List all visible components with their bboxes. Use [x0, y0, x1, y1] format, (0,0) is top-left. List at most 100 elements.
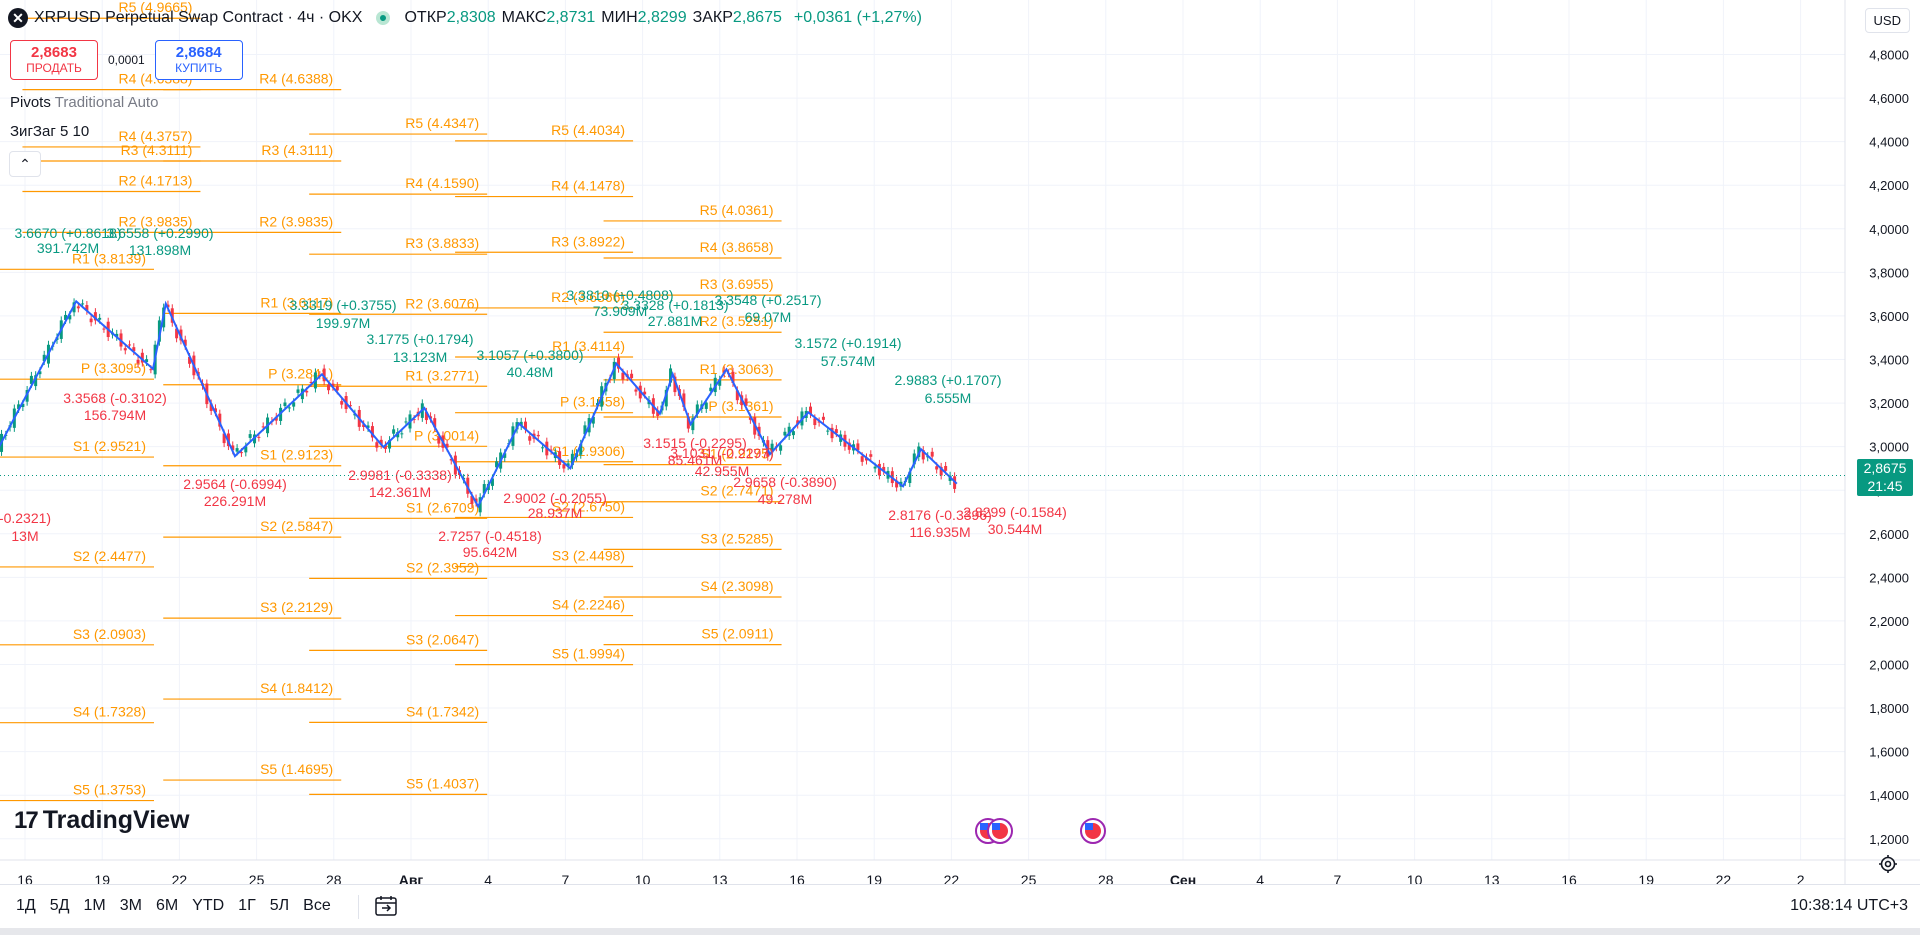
range-button[interactable]: 5Л [269, 897, 290, 914]
candle-body [257, 436, 261, 438]
pivot-level-label: R2 (3.6366) [551, 289, 625, 305]
pivot-level-label: R5 (4.0361) [700, 202, 774, 218]
candle-body [261, 426, 265, 428]
pivot-name: R1 [260, 294, 278, 310]
candle-body [102, 328, 106, 330]
candle-body [335, 386, 339, 391]
candle-body [136, 359, 140, 364]
range-button[interactable]: 3М [119, 897, 142, 914]
pivot-name: R5 [551, 122, 569, 138]
indicator-pivots[interactable]: Pivots Traditional Auto [10, 94, 158, 111]
pivot-level-label: S5 (1.4037) [406, 775, 479, 791]
pivot-value: (4.6388) [277, 71, 333, 87]
pivot-name: R1 [72, 250, 90, 266]
pivot-value: (4.3111) [138, 142, 192, 158]
candle-body [331, 383, 335, 387]
time-tick-label: 2 [1797, 872, 1805, 888]
bar-countdown: 21:45 [1867, 478, 1903, 494]
zigzag-price-change: 2.9564 (-0.6994) [183, 476, 287, 492]
buy-button[interactable]: 2,8684 КУПИТЬ [154, 40, 243, 80]
range-button[interactable]: 5Д [49, 897, 70, 914]
zigzag-volume: 142.361M [369, 484, 431, 500]
pivot-name: S4 [260, 680, 277, 696]
candle-body [132, 347, 136, 352]
pivot-value: (3.3095) [90, 360, 146, 376]
pivot-name: R4 [118, 71, 136, 87]
candle-body [549, 449, 553, 451]
candle-body [704, 402, 708, 409]
pivot-name: R1 [700, 361, 718, 377]
pivot-level-label: R5 (4.9665) [118, 0, 192, 15]
indicator-zigzag[interactable]: ЗигЗаг 5 10 [10, 123, 89, 140]
clock-timezone[interactable]: 10:38:14 UTC+3 [1790, 897, 1908, 914]
candle-body [478, 497, 482, 513]
buy-price: 2,8684 [175, 44, 222, 61]
range-button[interactable]: YTD [192, 897, 225, 914]
tradingview-logo[interactable]: 17 TradingView [14, 806, 190, 835]
candle-body [779, 445, 783, 451]
candle-body [908, 471, 912, 484]
zigzag-volume: 391.742M [37, 240, 99, 256]
candle-body [860, 456, 864, 462]
pivot-name: R1 [405, 367, 423, 383]
spread-value: 0,0001 [108, 53, 145, 67]
candle-body [218, 413, 222, 427]
tradingview-logo-icon: 17 [14, 806, 39, 834]
range-button[interactable]: 1Д [16, 897, 36, 914]
price-tick-label: 4,4000 [1869, 135, 1909, 150]
candle-body [939, 466, 943, 476]
time-tick-label: 7 [1334, 872, 1342, 888]
candle-body [170, 308, 174, 323]
symbol-title[interactable]: XRPUSD Perpetual Swap Contract · 4ч · OK… [34, 9, 363, 26]
range-button[interactable]: Все [303, 897, 331, 914]
candle-body [370, 426, 374, 438]
settings-gear-icon[interactable] [1876, 852, 1900, 876]
pivot-name: R4 [700, 239, 718, 255]
pivot-name: R4 [405, 175, 423, 191]
pivot-name: R3 [405, 235, 423, 251]
candle-body [877, 463, 881, 476]
zigzag-price-change: 3.3810 (+0.4808) [566, 287, 673, 303]
ohlc-key: ЗАКР [692, 9, 733, 26]
range-button[interactable]: 1М [83, 897, 106, 914]
zigzag-volume: 6.555M [925, 390, 972, 406]
zigzag-volume: 226.291M [204, 493, 266, 509]
pivot-level-label: R1 (3.8139) [72, 250, 146, 266]
pivot-level-label: R3 (3.6955) [700, 276, 774, 292]
pivot-value: (1.9994) [569, 646, 625, 662]
collapse-indicators-button[interactable]: ⌃ [9, 151, 41, 177]
pivot-name: S2 [73, 548, 90, 564]
candle-body [591, 416, 595, 424]
range-button[interactable]: 1Г [238, 897, 256, 914]
pivot-name: R3 [121, 142, 139, 158]
candle-body [847, 442, 851, 450]
pivot-name: S3 [552, 547, 569, 563]
ohlc-key: ОТКР [404, 9, 447, 26]
candle-body [38, 371, 42, 375]
pivot-value: (4.1713) [136, 172, 192, 188]
pivot-value: (3.9835) [277, 213, 333, 229]
candle-body [296, 389, 300, 393]
pivot-level-label: R3 (4.3111) [121, 142, 193, 158]
ohlc-value: 2,8731 [546, 9, 596, 26]
currency-select[interactable]: USD [1864, 8, 1910, 33]
pivot-value: (2.9306) [569, 443, 625, 459]
candle-body [562, 464, 566, 469]
pivot-value: (4.3111) [279, 142, 333, 158]
time-tick-label: 7 [562, 872, 570, 888]
tradingview-wordmark: TradingView [42, 806, 190, 834]
goto-date-icon[interactable] [374, 895, 398, 917]
pivot-level-label: S2 (2.3952) [406, 559, 479, 575]
sell-button[interactable]: 2,8683 ПРОДАТЬ [10, 40, 98, 80]
candle-body [664, 389, 668, 407]
candle-body [244, 446, 248, 453]
pivot-level-label: R4 (4.3757) [118, 128, 192, 144]
range-button[interactable]: 6М [155, 897, 179, 914]
zigzag-volume: 131.898M [129, 242, 191, 258]
pivot-level-label: R5 (4.4034) [551, 122, 625, 138]
pivot-level-label: P (3.0014) [414, 427, 479, 443]
pivot-level-label: S5 (2.0911) [701, 626, 773, 642]
pivot-level-label: S5 (1.9994) [552, 646, 625, 662]
candle-body [379, 439, 383, 445]
